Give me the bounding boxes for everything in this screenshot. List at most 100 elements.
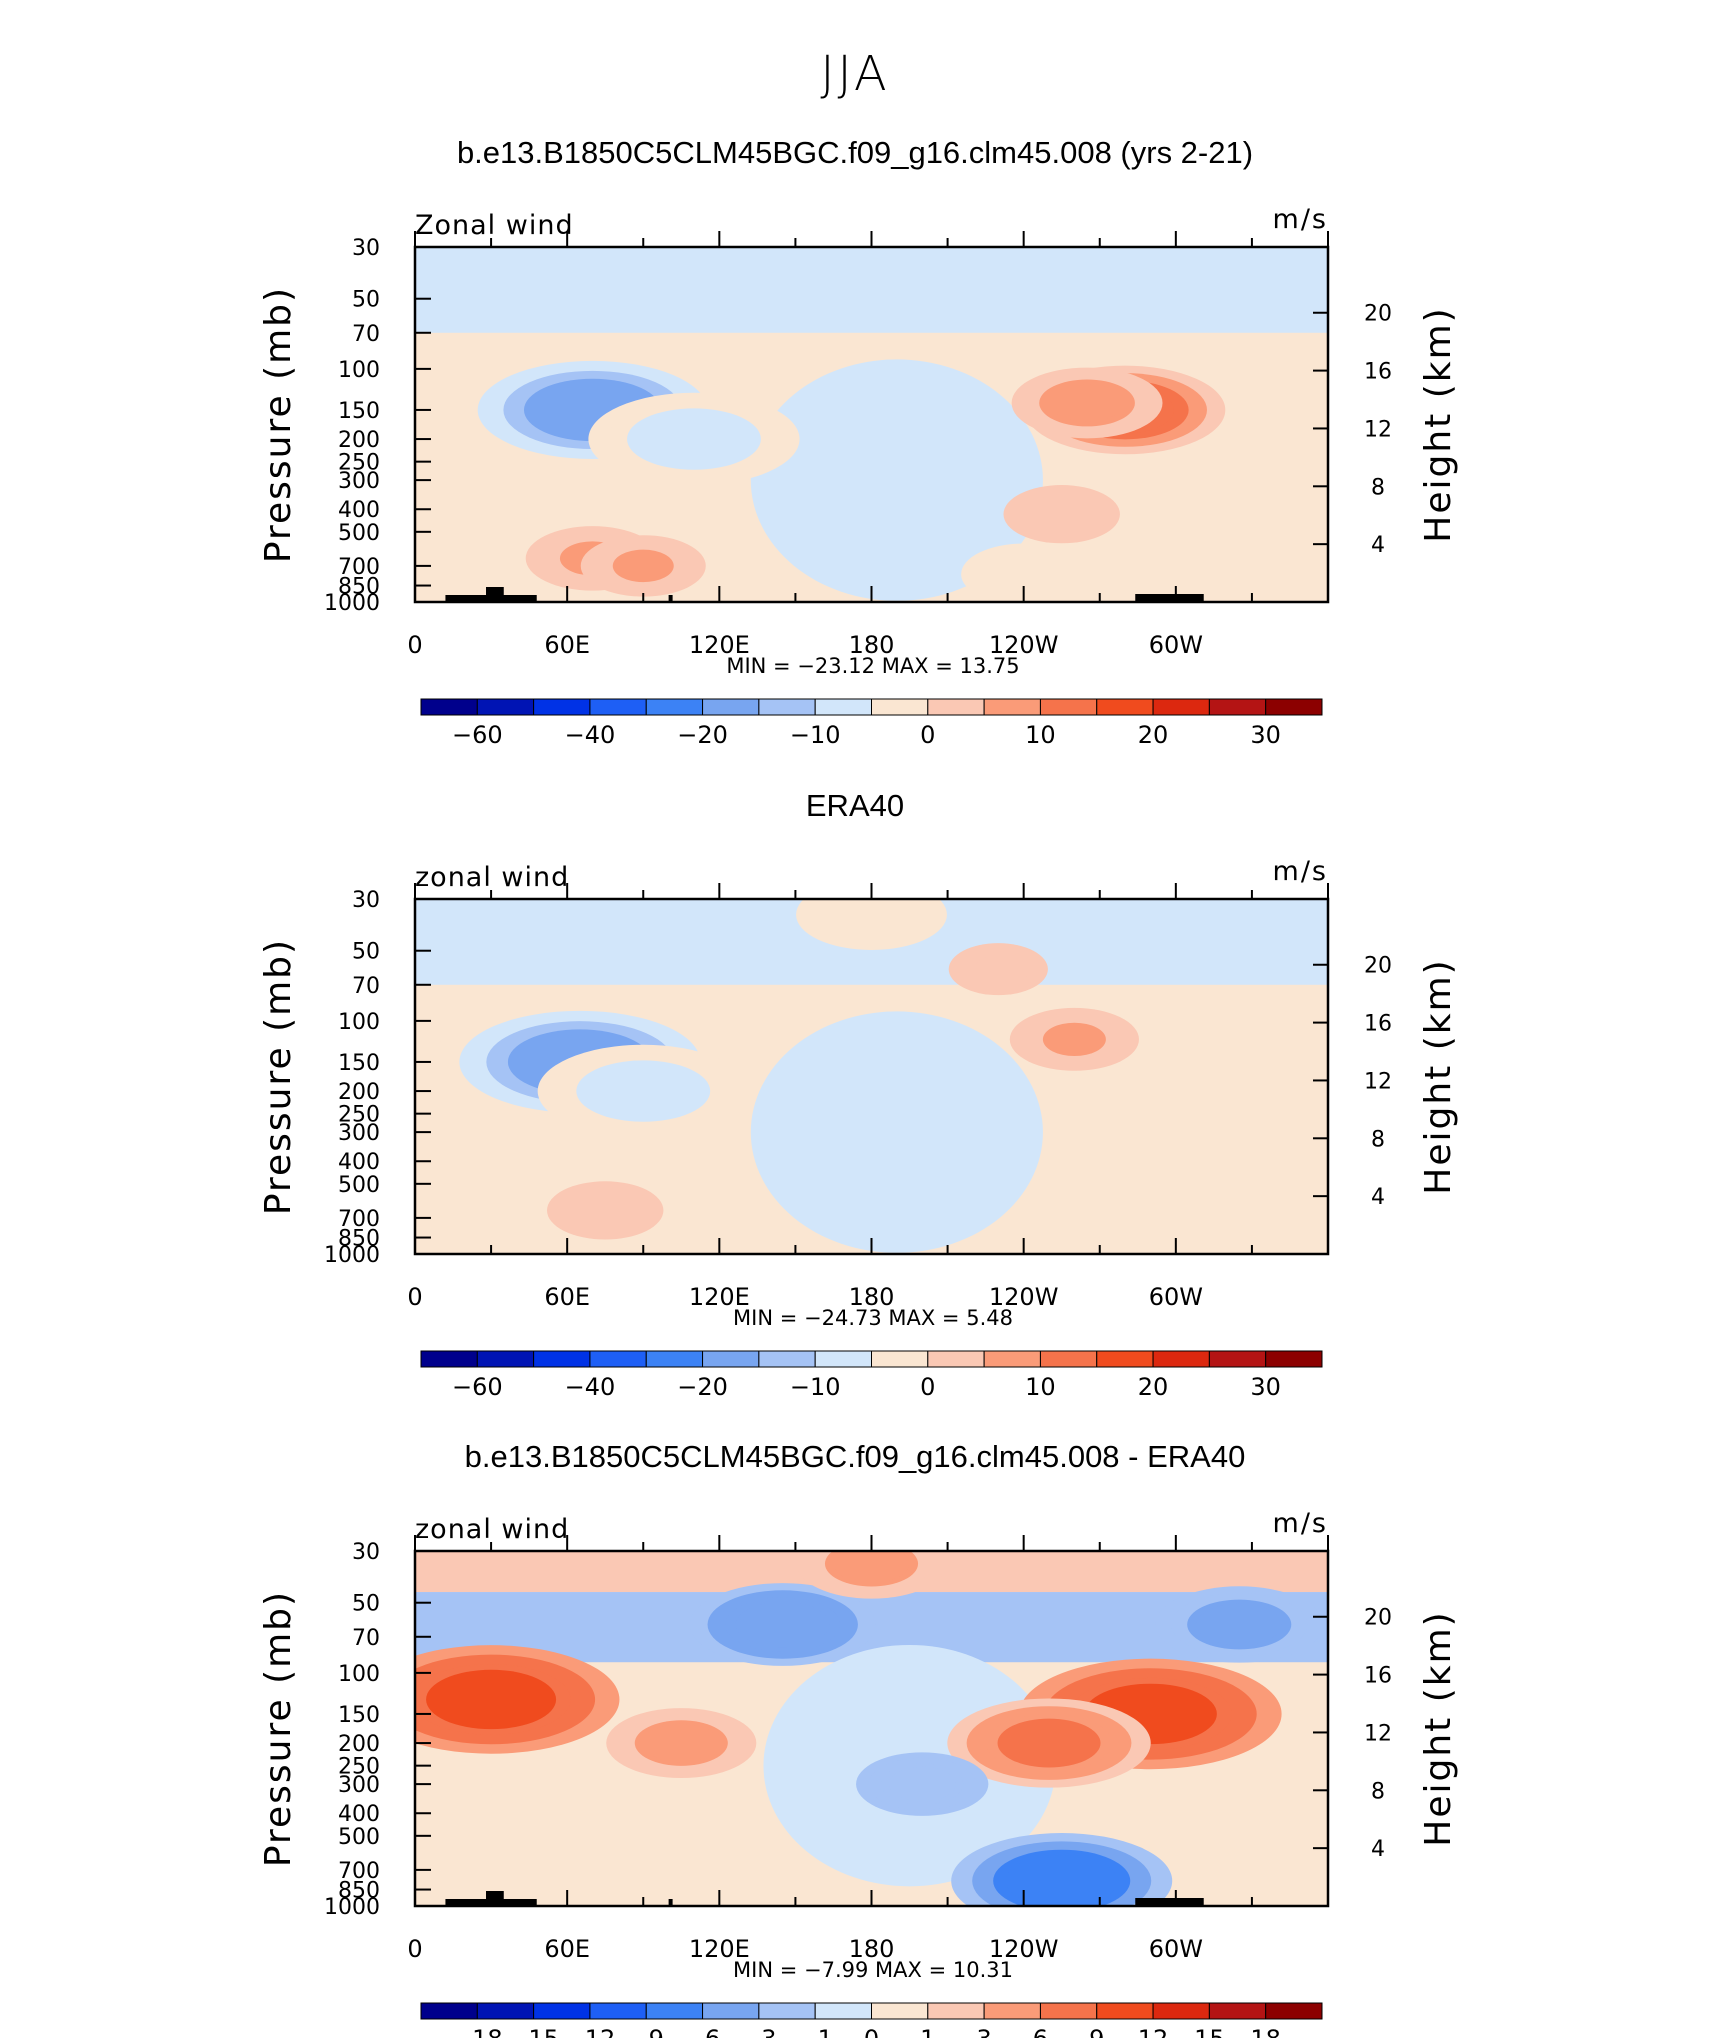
tropical-region xyxy=(750,359,1043,601)
colorbar-box xyxy=(983,1350,1041,1368)
tropical-region xyxy=(750,1011,1043,1253)
x-tick-label: 180 xyxy=(849,631,895,659)
colorbar-box xyxy=(1152,698,1210,716)
contour-4-3 xyxy=(1196,1603,1282,1646)
x-tick-label: 60W xyxy=(1149,1283,1203,1311)
colorbar-box xyxy=(1152,1350,1210,1368)
y2-tick-label: 4 xyxy=(1371,1837,1385,1862)
x-tick-label: 60W xyxy=(1149,1935,1203,1963)
colorbar-label: 0 xyxy=(864,2025,879,2038)
contour-3-3 xyxy=(735,1601,830,1648)
y-tick-label: 200 xyxy=(338,428,380,453)
colorbar-box xyxy=(1152,2002,1210,2020)
colorbar-label: 12 xyxy=(1138,2025,1169,2038)
units-label: m/s xyxy=(1273,856,1328,887)
y2-tick-label: 4 xyxy=(1371,1185,1385,1210)
y-tick-label: 200 xyxy=(338,1080,380,1105)
y2-tick-label: 12 xyxy=(1364,417,1392,442)
stratosphere-band xyxy=(415,247,1328,333)
contour-field xyxy=(415,899,1328,1254)
y-tick-label: 30 xyxy=(352,236,380,261)
y-tick-label: 1000 xyxy=(324,591,380,616)
colorbar-box xyxy=(1039,698,1098,716)
terrain-andes xyxy=(1135,594,1204,602)
colorbar-box xyxy=(1039,2002,1098,2020)
terrain-highland xyxy=(486,1891,504,1906)
y2-tick-label: 8 xyxy=(1371,1779,1385,1804)
contour-field xyxy=(415,247,1328,602)
y-tick-label: 850 xyxy=(338,1227,380,1252)
colorbar-box xyxy=(589,698,647,716)
contour-4-3 xyxy=(834,899,909,934)
x-tick-label: 120W xyxy=(989,1283,1059,1311)
panel-2: ERA40 zonal wind m/s 0 60E 120E 180 120W 60W 30 50… xyxy=(258,788,1459,1401)
contour-3-3 xyxy=(576,1194,634,1226)
colorbar-label: 30 xyxy=(1250,1373,1281,1401)
colorbar-label: 6 xyxy=(1033,2025,1048,2038)
y-tick-label: 1000 xyxy=(324,1895,380,1920)
y-tick-label: 250 xyxy=(338,1103,380,1128)
figure-suptitle: JJA xyxy=(820,46,890,102)
y-tick-label: 70 xyxy=(352,1626,380,1651)
colorbar-label: 10 xyxy=(1025,1373,1056,1401)
x-tick-label: 0 xyxy=(407,631,422,659)
y-tick-label: 700 xyxy=(338,555,380,580)
y-tick-label: 400 xyxy=(338,498,380,523)
contour-8-3 xyxy=(833,1551,910,1583)
y-tick-label: 150 xyxy=(338,1051,380,1076)
colorbar-box xyxy=(814,1350,872,1368)
colorbar-box xyxy=(645,1350,704,1368)
colorbar-box xyxy=(1208,698,1267,716)
min-max-text: MIN = −7.99 MAX = 10.31 xyxy=(733,1958,1013,1982)
x-tick-label: 120W xyxy=(989,1935,1059,1963)
y-tick-label: 150 xyxy=(338,1703,380,1728)
terrain-andes xyxy=(1135,1898,1204,1906)
contour-5-3 xyxy=(1005,1854,1118,1906)
colorbar-label: 20 xyxy=(1138,721,1169,749)
colorbar-label: 10 xyxy=(1025,721,1056,749)
y-tick-label: 150 xyxy=(338,399,380,424)
y-tick-label: 850 xyxy=(338,575,380,600)
colorbar-box xyxy=(758,1350,816,1368)
contour-field xyxy=(415,1551,1328,1906)
units-label: m/s xyxy=(1273,204,1328,235)
y2-tick-label: 12 xyxy=(1364,1069,1392,1094)
y2-tick-label: 12 xyxy=(1364,1721,1392,1746)
y-tick-label: 70 xyxy=(352,974,380,999)
y-tick-label: 500 xyxy=(338,1173,380,1198)
min-max-text: MIN = −24.73 MAX = 5.48 xyxy=(733,1306,1013,1330)
colorbar-box xyxy=(758,2002,816,2020)
colorbar-box xyxy=(983,698,1041,716)
panel-1: b.e13.B1850C5CLM45BGC.f09_g16.clm45.008 … xyxy=(258,135,1459,749)
colorbar-box xyxy=(1039,1350,1098,1368)
colorbar-label: 1 xyxy=(920,2025,935,2038)
y-tick-label: 1000 xyxy=(324,1243,380,1268)
colorbar-box xyxy=(420,1350,478,1368)
panel-3: b.e13.B1850C5CLM45BGC.f09_g16.clm45.008 … xyxy=(258,1439,1459,2038)
colorbar-box xyxy=(927,1350,985,1368)
field-label: zonal wind xyxy=(415,1514,569,1545)
contour-1-3 xyxy=(591,1066,695,1116)
colorbar-box xyxy=(983,2002,1041,2020)
y-tick-label: 30 xyxy=(352,888,380,913)
panel-title: b.e13.B1850C5CLM45BGC.f09_g16.clm45.008 … xyxy=(465,1439,1246,1474)
colorbar-label: 0 xyxy=(920,721,935,749)
colorbar-label: −1 xyxy=(797,2025,832,2038)
colorbar-box xyxy=(420,2002,478,2020)
colorbar-label: −40 xyxy=(565,721,616,749)
colorbar-box xyxy=(589,2002,647,2020)
panel-title: ERA40 xyxy=(806,788,904,823)
terrain-highland xyxy=(486,587,504,602)
colorbar-label: −20 xyxy=(677,1373,728,1401)
y-tick-label: 300 xyxy=(338,469,380,494)
contour-3-3 xyxy=(1050,384,1124,422)
colorbar-box xyxy=(1096,2002,1154,2020)
y-tick-label: 50 xyxy=(352,1592,380,1617)
x-tick-label: 120W xyxy=(989,631,1059,659)
x-tick-label: 120E xyxy=(689,1283,750,1311)
contour-6-3 xyxy=(1033,498,1091,530)
colorbar-box xyxy=(814,2002,872,2020)
y2-tick-label: 20 xyxy=(1364,954,1392,979)
colorbar-box xyxy=(533,1350,591,1368)
y2-tick-label: 8 xyxy=(1371,1127,1385,1152)
